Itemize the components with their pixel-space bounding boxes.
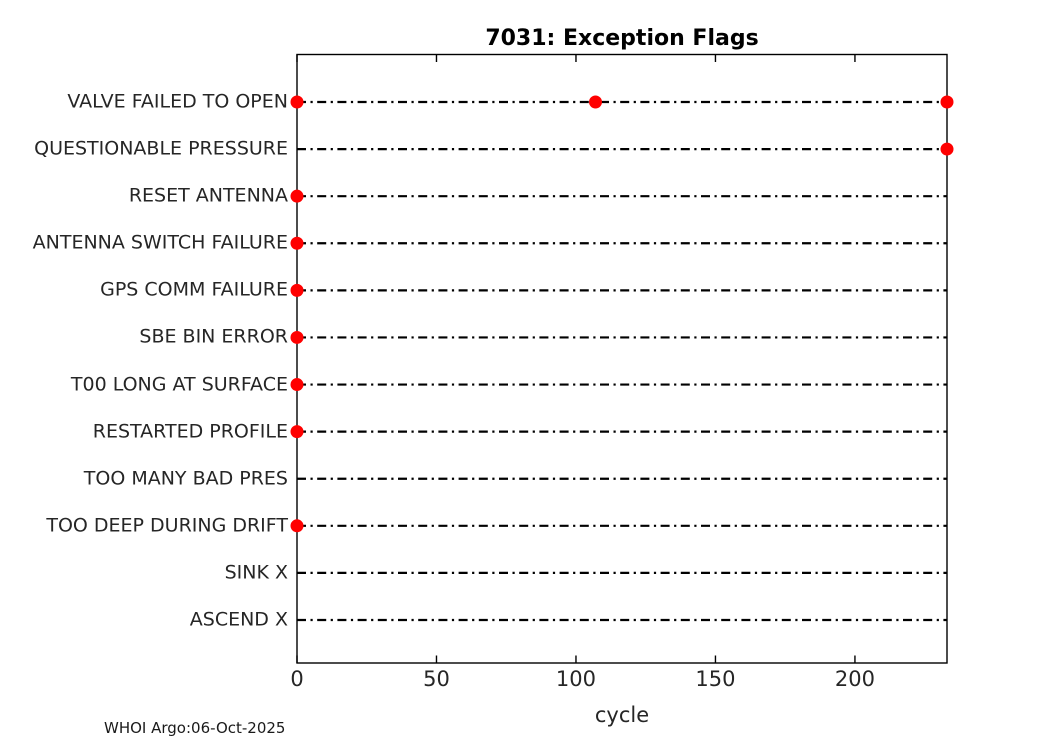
data-point xyxy=(290,330,304,344)
data-point xyxy=(290,519,304,533)
y-tick-label: ANTENNA SWITCH FAILURE xyxy=(32,231,288,254)
data-point xyxy=(290,95,304,109)
x-tick-label: 100 xyxy=(555,667,597,691)
data-point xyxy=(290,189,304,203)
data-point xyxy=(290,283,304,297)
data-point xyxy=(290,425,304,439)
data-point xyxy=(940,95,954,109)
x-tick-label: 150 xyxy=(695,667,736,691)
data-point xyxy=(290,236,304,250)
y-tick-label: TOO DEEP DURING DRIFT xyxy=(46,514,288,537)
chart-title: 7031: Exception Flags xyxy=(485,26,759,51)
y-tick-label: T00 LONG AT SURFACE xyxy=(70,373,288,396)
y-tick-label: SINK X xyxy=(224,561,288,584)
x-tick-label: 200 xyxy=(834,667,875,691)
y-tick-label: ASCEND X xyxy=(189,608,288,631)
x-axis-label: cycle xyxy=(594,703,650,727)
y-tick-label: SBE BIN ERROR xyxy=(139,325,288,348)
data-point xyxy=(588,95,602,109)
data-point xyxy=(290,378,304,392)
data-point xyxy=(940,142,954,156)
y-tick-label: RESET ANTENNA xyxy=(128,184,288,207)
x-tick-label: 50 xyxy=(423,667,450,691)
y-tick-label: GPS COMM FAILURE xyxy=(100,278,288,301)
y-tick-label: QUESTIONABLE PRESSURE xyxy=(34,137,288,160)
footer-watermark: WHOI Argo:06-Oct-2025 xyxy=(104,719,286,737)
y-tick-label: RESTARTED PROFILE xyxy=(92,420,288,443)
y-tick-label: VALVE FAILED TO OPEN xyxy=(67,90,288,113)
y-tick-label: TOO MANY BAD PRES xyxy=(83,467,288,490)
x-tick-label: 0 xyxy=(290,667,304,691)
plot-box xyxy=(296,53,948,664)
